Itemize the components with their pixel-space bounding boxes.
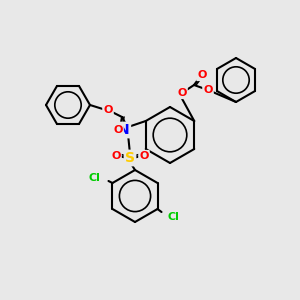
Text: Cl: Cl — [88, 173, 101, 183]
Text: O: O — [139, 151, 149, 161]
Text: N: N — [118, 123, 130, 137]
Text: O: O — [113, 125, 123, 135]
Text: O: O — [177, 88, 187, 98]
Text: S: S — [125, 151, 135, 165]
Text: O: O — [111, 151, 121, 161]
Text: O: O — [203, 85, 213, 95]
Text: O: O — [197, 70, 207, 80]
Text: Cl: Cl — [168, 212, 179, 222]
Text: O: O — [103, 105, 113, 115]
